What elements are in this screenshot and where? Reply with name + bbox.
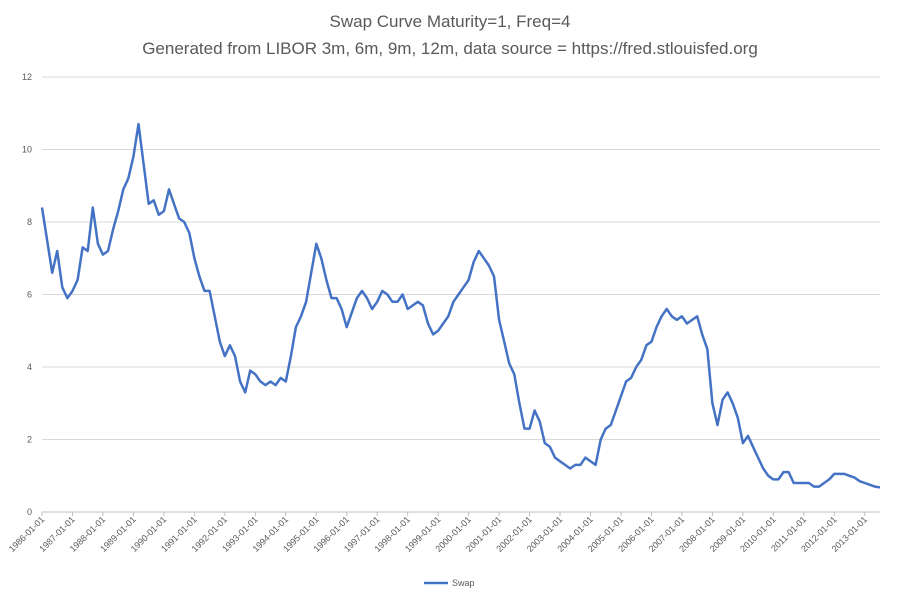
series-layer [40,122,881,489]
x-axis-ticks: 1986-01-011987-01-011988-01-011989-01-01… [7,512,869,554]
y-tick-label: 8 [27,217,32,227]
y-axis-ticks: 0 2 4 6 8 10 12 [22,72,32,517]
chart-title: Swap Curve Maturity=1, Freq=4 [330,12,571,31]
legend: Swap [424,578,475,588]
y-tick-label: 10 [22,145,32,155]
y-tick-label: 4 [27,362,32,372]
y-tick-label: 12 [22,72,32,82]
series-line-swap [40,122,881,489]
gridlines [42,76,880,513]
legend-label-swap: Swap [452,578,475,588]
y-tick-label: 6 [27,290,32,300]
y-tick-label: 0 [27,507,32,517]
y-tick-label: 2 [27,435,32,445]
chart-subtitle: Generated from LIBOR 3m, 6m, 9m, 12m, da… [142,39,758,58]
